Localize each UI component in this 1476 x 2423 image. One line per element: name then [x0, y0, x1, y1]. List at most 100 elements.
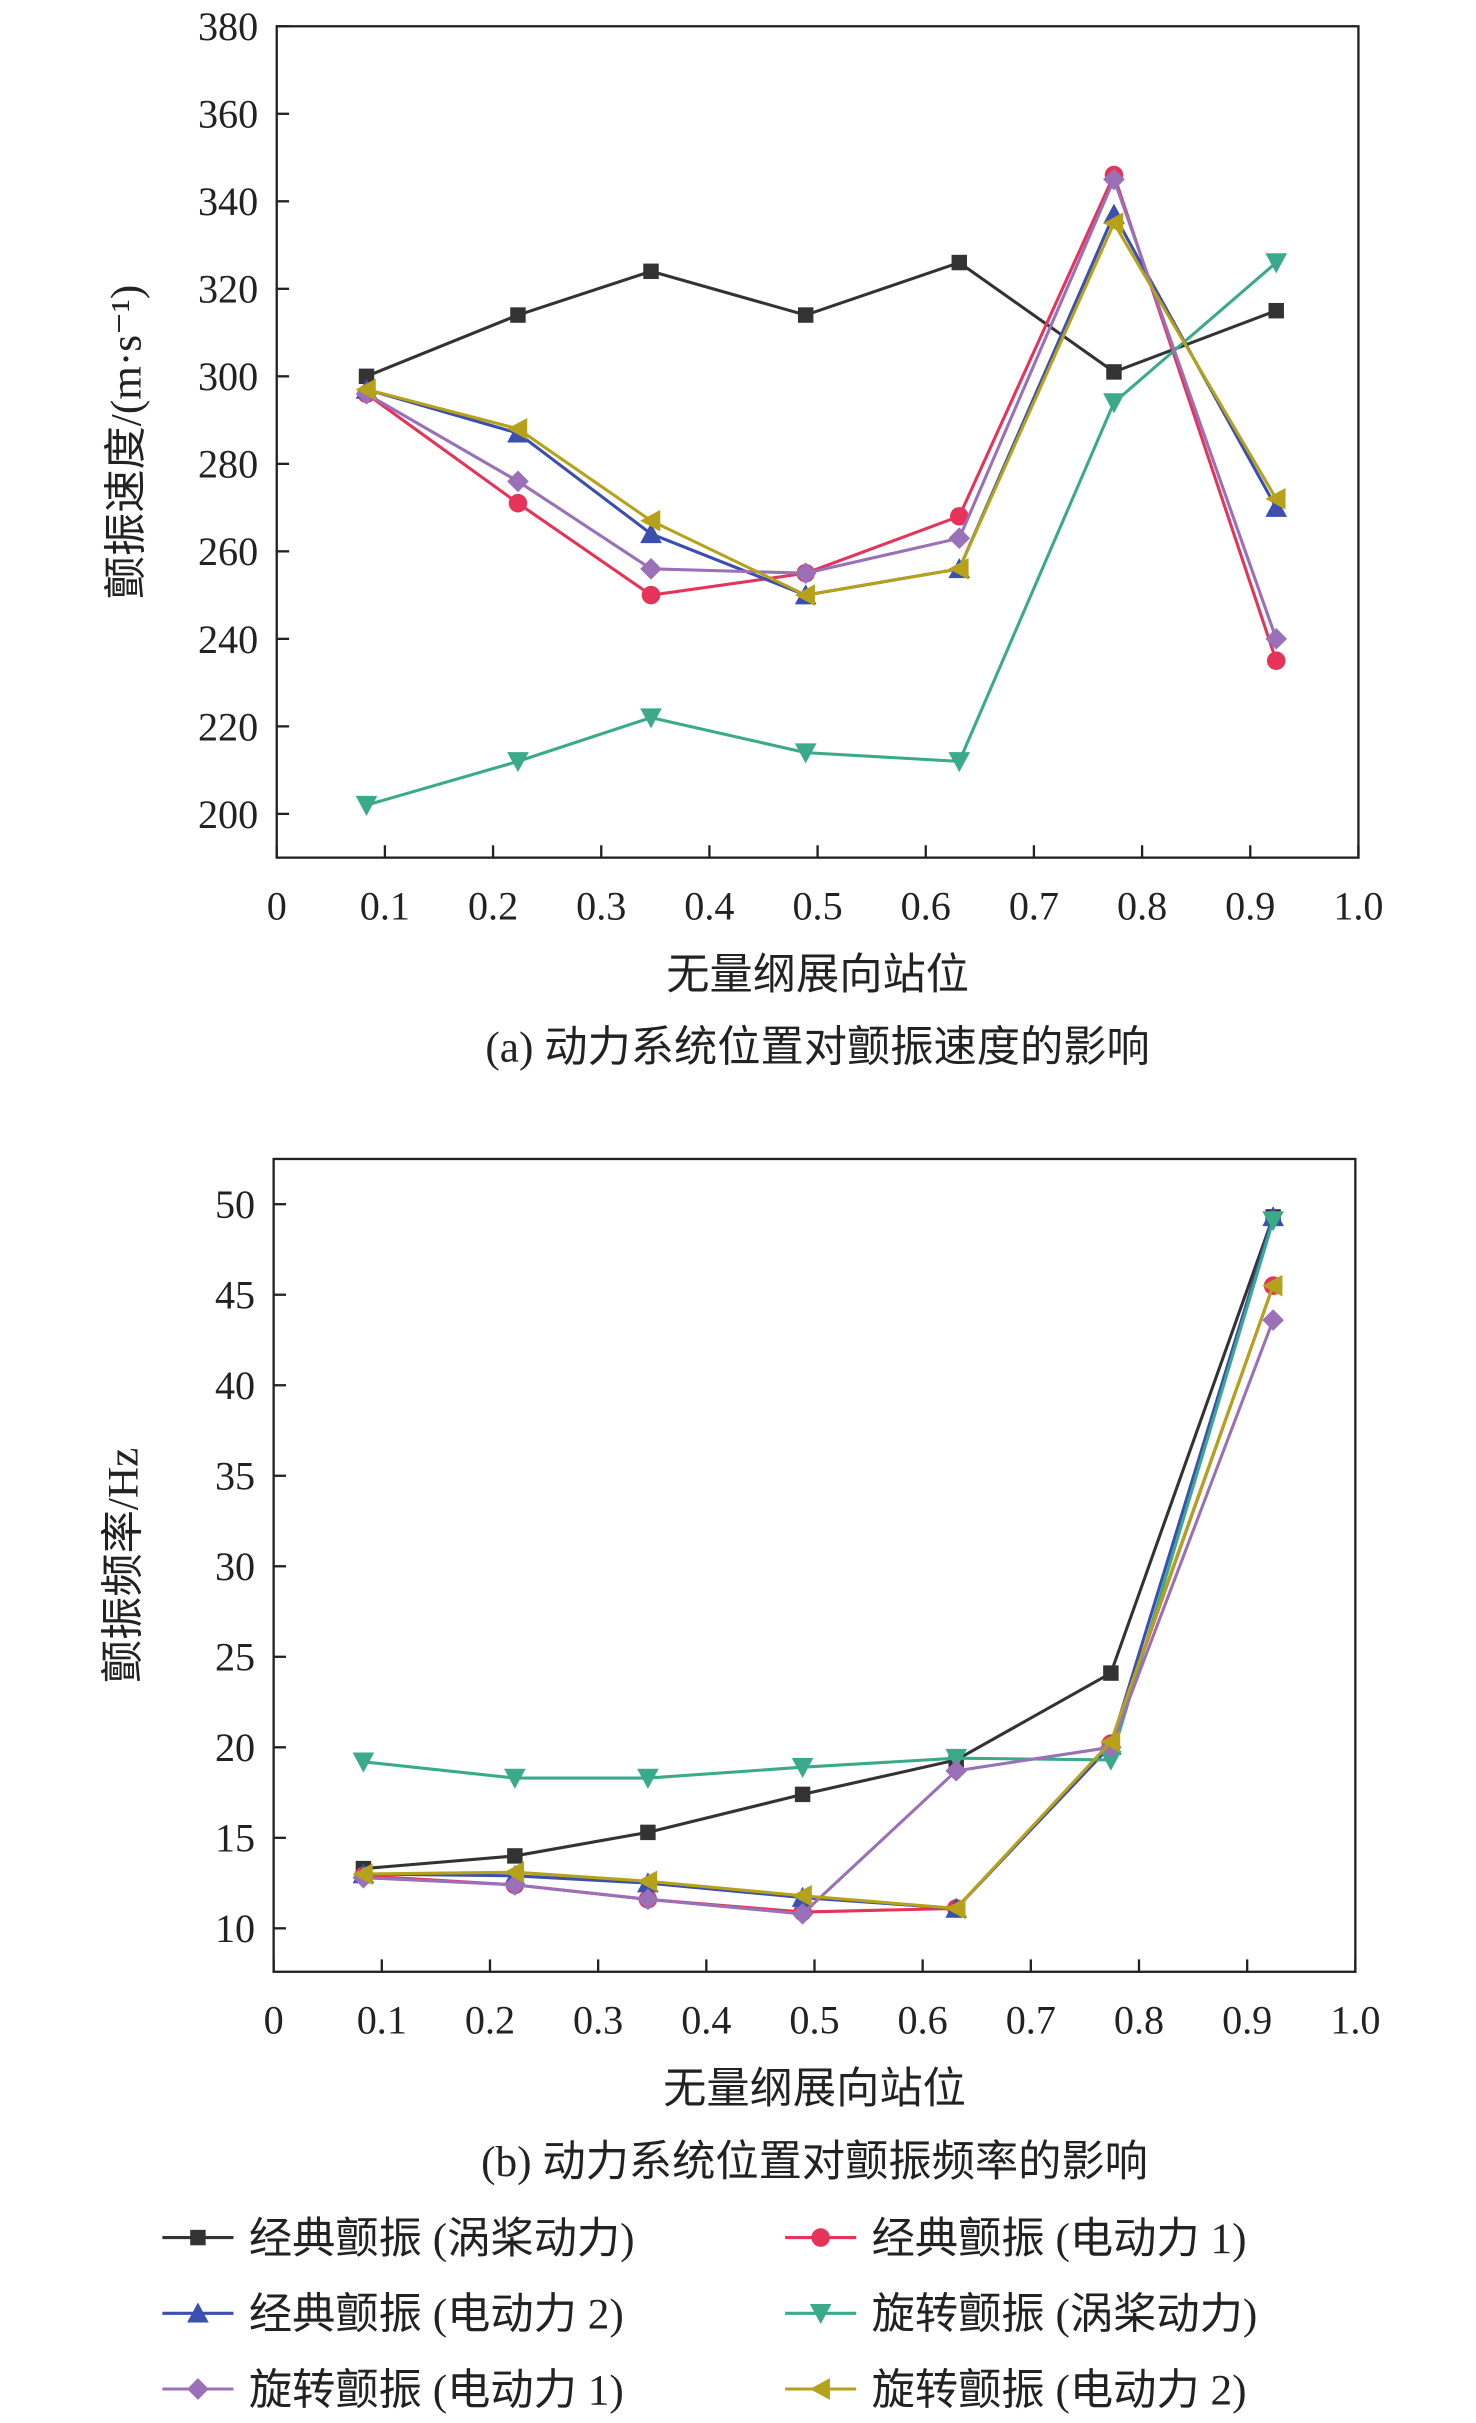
series-line — [363, 1220, 1275, 1780]
y-axis-label: 颤振频率/Hz — [100, 1448, 148, 1683]
marker — [951, 254, 968, 271]
y-tick-label: 10 — [215, 1906, 255, 1951]
series-line — [366, 261, 1278, 807]
x-tick-label: 0.2 — [468, 883, 518, 928]
marker — [1100, 1750, 1122, 1771]
series-line — [366, 219, 1278, 597]
marker — [1262, 1309, 1284, 1331]
marker — [507, 470, 529, 493]
y-tick-label: 380 — [198, 4, 258, 49]
legend-marker — [811, 2228, 830, 2247]
y-tick-label: 20 — [215, 1725, 255, 1770]
legend-marker — [809, 2304, 832, 2325]
marker — [794, 584, 815, 606]
marker — [504, 1768, 526, 1789]
marker — [791, 1884, 812, 1907]
y-tick-label: 200 — [198, 792, 258, 837]
legend-label: 旋转颤振 (涡桨动力) — [872, 2291, 1258, 2339]
x-tick-label: 0.3 — [576, 883, 626, 928]
legend-marker — [187, 2378, 209, 2400]
chart-caption: (b) 动力系统位置对颤振频率的影响 — [481, 2138, 1148, 2186]
marker — [1265, 253, 1288, 274]
marker — [355, 378, 376, 401]
marker — [1103, 212, 1124, 234]
marker — [358, 368, 375, 385]
x-axis-label: 无量纲展向站位 — [663, 2065, 966, 2113]
marker — [945, 1748, 968, 1769]
y-tick-label: 280 — [198, 442, 258, 487]
marker — [791, 1757, 814, 1779]
marker — [948, 558, 969, 580]
marker — [797, 307, 814, 323]
marker — [1106, 364, 1122, 380]
marker — [1262, 1274, 1283, 1297]
legend-label: 旋转颤振 (电动力 2) — [872, 2366, 1247, 2414]
y-tick-label: 50 — [215, 1182, 255, 1227]
marker — [794, 1786, 811, 1803]
marker — [1103, 1665, 1119, 1681]
marker — [640, 523, 662, 544]
x-tick-label: 0.8 — [1117, 883, 1167, 928]
marker — [352, 1863, 373, 1885]
y-tick-label: 260 — [198, 529, 258, 574]
marker — [794, 743, 817, 764]
x-tick-label: 0.3 — [573, 1998, 623, 2043]
marker — [510, 307, 526, 323]
marker — [637, 1870, 658, 1893]
marker — [640, 1824, 656, 1841]
x-tick-label: 0.4 — [684, 883, 734, 928]
legend-marker — [809, 2378, 830, 2400]
y-tick-label: 360 — [198, 92, 258, 137]
marker — [508, 493, 528, 513]
series-line — [363, 1216, 1275, 1871]
y-tick-label: 300 — [198, 354, 258, 399]
y-tick-label: 35 — [215, 1454, 255, 1499]
marker — [1103, 393, 1125, 414]
x-tick-label: 0.2 — [465, 1998, 515, 2043]
marker — [950, 507, 969, 526]
x-tick-label: 0.5 — [792, 883, 842, 928]
series-line — [363, 1216, 1275, 1911]
plot-frame — [272, 1157, 1357, 1973]
marker — [507, 418, 528, 440]
marker — [945, 1897, 966, 1920]
legend-label: 经典颤振 (电动力 2) — [249, 2291, 624, 2339]
x-tick-label: 0.9 — [1225, 883, 1275, 928]
legend-label: 经典颤振 (电动力 1) — [872, 2215, 1247, 2263]
y-axis-label: 颤振速度/(m·s⁻¹) — [103, 285, 151, 600]
legend-label: 旋转颤振 (电动力 1) — [249, 2366, 624, 2414]
x-tick-label: 0.5 — [789, 1998, 839, 2043]
y-tick-label: 15 — [215, 1816, 255, 1861]
y-tick-label: 240 — [198, 617, 258, 662]
x-tick-label: 0.8 — [1114, 1998, 1164, 2043]
x-tick-label: 0.4 — [681, 1998, 731, 2043]
marker — [945, 1760, 968, 1782]
y-tick-label: 320 — [198, 267, 258, 312]
marker — [1266, 651, 1286, 671]
marker — [948, 527, 971, 550]
x-axis-label: 无量纲展向站位 — [666, 951, 969, 999]
marker — [643, 263, 659, 280]
marker — [794, 562, 817, 585]
marker — [637, 1768, 659, 1789]
y-tick-label: 30 — [215, 1544, 255, 1589]
marker — [948, 752, 971, 773]
legend-marker — [187, 2302, 209, 2323]
marker — [1262, 1211, 1284, 1232]
marker — [1265, 628, 1288, 650]
marker — [640, 558, 662, 580]
marker — [507, 1848, 523, 1864]
legend-label: 经典颤振 (涡桨动力) — [249, 2215, 635, 2263]
marker — [640, 708, 662, 729]
marker — [504, 1861, 525, 1884]
x-tick-label: 1.0 — [1330, 1998, 1380, 2043]
marker — [1268, 302, 1284, 319]
series-line — [365, 260, 1277, 378]
y-tick-label: 220 — [198, 704, 258, 749]
x-tick-label: 0.6 — [901, 883, 951, 928]
y-tick-label: 40 — [215, 1363, 255, 1408]
marker — [791, 1903, 814, 1925]
series-line — [365, 175, 1278, 640]
